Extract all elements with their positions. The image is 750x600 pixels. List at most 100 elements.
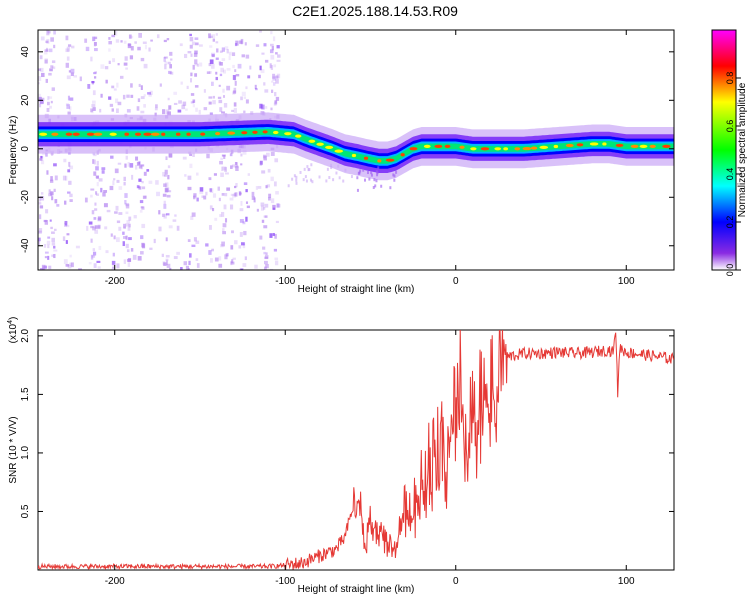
noise-speckle [51, 242, 56, 246]
noise-speckle [66, 233, 70, 236]
noise-speckle [163, 183, 167, 187]
ridge-hotspot [522, 146, 532, 151]
noise-speckle [41, 97, 45, 101]
noise-speckle [118, 212, 123, 215]
colorbar-label: Normalized spectral amplitude [737, 82, 748, 217]
x-tick-label: 100 [618, 276, 635, 287]
noise-speckle [110, 233, 113, 237]
noise-speckle [116, 237, 120, 243]
noise-speckle [51, 196, 54, 201]
noise-speckle [163, 57, 166, 62]
noise-speckle [259, 30, 262, 33]
noise-speckle [230, 260, 233, 266]
noise-speckle [190, 72, 193, 77]
noise-speckle [216, 48, 219, 53]
noise-speckle [41, 72, 45, 78]
noise-speckle [326, 167, 329, 171]
tail-speckle [377, 166, 380, 170]
colorbar-gradient [711, 29, 737, 271]
noise-speckle [257, 185, 262, 189]
noise-speckle [44, 49, 49, 52]
noise-speckle [261, 52, 265, 55]
tail-speckle [368, 177, 371, 181]
noise-speckle [234, 43, 238, 47]
noise-speckle [241, 54, 245, 58]
noise-speckle [117, 63, 120, 66]
noise-speckle [165, 258, 169, 261]
noise-speckle [213, 173, 217, 176]
noise-speckle [240, 38, 244, 44]
ridge-hotspot [262, 130, 268, 134]
noise-speckle [255, 44, 260, 47]
noise-speckle [203, 107, 208, 111]
noise-speckle [305, 179, 308, 183]
noise-speckle [138, 160, 141, 165]
noise-speckle [50, 37, 54, 42]
noise-speckle [38, 97, 41, 102]
noise-speckle [211, 63, 215, 69]
noise-speckle [277, 54, 281, 58]
noise-speckle [265, 106, 268, 109]
noise-speckle [170, 58, 173, 61]
noise-speckle [142, 195, 147, 199]
noise-speckle [95, 191, 98, 195]
noise-speckle [264, 255, 269, 259]
noise-speckle [103, 190, 108, 193]
noise-speckle [44, 51, 48, 55]
noise-speckle [208, 250, 212, 255]
tail-speckle [356, 188, 359, 192]
noise-speckle [136, 161, 141, 166]
noise-speckle [51, 152, 54, 156]
noise-speckle [270, 54, 275, 60]
noise-speckle [185, 265, 190, 270]
ridge-hotspot [363, 156, 369, 160]
noise-speckle [54, 175, 58, 181]
noise-speckle [112, 58, 116, 63]
noise-speckle [127, 262, 131, 267]
noise-speckle [224, 167, 227, 172]
noise-speckle [190, 93, 195, 96]
noise-speckle [259, 160, 263, 165]
noise-speckle [231, 164, 236, 168]
noise-speckle [140, 57, 145, 62]
noise-speckle [62, 236, 66, 242]
noise-speckle [46, 38, 50, 44]
noise-speckle [111, 268, 115, 270]
noise-speckle [242, 243, 246, 249]
noise-speckle [38, 240, 41, 245]
noise-speckle [39, 99, 44, 104]
noise-speckle [102, 192, 106, 197]
noise-speckle [222, 231, 227, 235]
noise-speckle [221, 58, 226, 61]
noise-speckle [154, 112, 157, 117]
noise-speckle [163, 262, 167, 266]
noise-speckle [154, 107, 158, 111]
noise-speckle [265, 185, 268, 189]
noise-speckle [259, 235, 263, 240]
noise-speckle [128, 223, 131, 228]
ridge-hotspot [200, 132, 206, 136]
noise-speckle [41, 264, 46, 270]
noise-speckle [137, 256, 142, 261]
noise-speckle [212, 193, 217, 198]
noise-speckle [125, 67, 128, 70]
noise-speckle [272, 207, 275, 210]
noise-speckle [91, 210, 95, 215]
ridge-hotspot [175, 132, 181, 136]
noise-speckle [44, 265, 48, 269]
noise-speckle [205, 191, 208, 196]
ridge-hotspot [576, 143, 584, 147]
ridge-hotspot [423, 144, 431, 148]
noise-speckle [93, 41, 97, 46]
noise-speckle [194, 37, 199, 40]
noise-speckle [53, 245, 56, 249]
noise-speckle [70, 68, 75, 74]
noise-speckle [263, 260, 268, 265]
noise-speckle [109, 185, 114, 191]
noise-speckle [46, 107, 50, 112]
x-tick-label: -200 [105, 276, 125, 287]
noise-speckle [97, 266, 101, 269]
noise-speckle [265, 59, 269, 63]
tail-speckle [375, 179, 378, 183]
noise-speckle [39, 205, 44, 209]
